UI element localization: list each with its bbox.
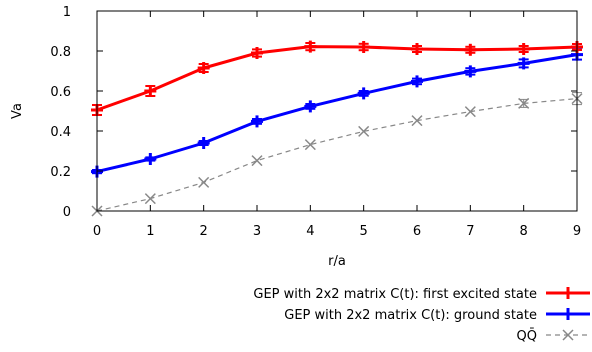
data-point <box>358 125 370 137</box>
x-axis-label: r/a <box>328 254 346 269</box>
series-line <box>96 53 578 174</box>
data-point <box>304 139 316 151</box>
legend-swatch-marker <box>562 329 574 341</box>
series-0 <box>91 40 583 116</box>
data-point <box>464 106 476 118</box>
y-tick-label: 0.2 <box>50 165 71 180</box>
x-tick-label: 6 <box>413 224 421 239</box>
data-point <box>198 176 210 188</box>
x-tick-label: 0 <box>93 224 101 239</box>
data-point <box>518 97 530 109</box>
legend-label-qqbar: QQ̄ <box>517 329 537 344</box>
legend: GEP with 2x2 matrix C(t): first excited … <box>253 287 590 344</box>
series-line <box>96 98 578 212</box>
y-tick-label: 0.4 <box>50 125 71 140</box>
axes-layer: 0 1 2 3 4 5 6 7 8 9 0 0.2 0.4 0.6 0.8 1 <box>50 5 581 239</box>
plot-frame <box>96 10 578 212</box>
data-point <box>144 193 156 205</box>
legend-label-first-excited: GEP with 2x2 matrix C(t): first excited … <box>253 287 537 302</box>
x-tick-label: 5 <box>360 224 368 239</box>
x-tick-label: 3 <box>253 224 261 239</box>
y-tick-label: 0 <box>63 205 71 220</box>
series-line <box>96 45 578 112</box>
legend-label-ground: GEP with 2x2 matrix C(t): ground state <box>284 308 537 323</box>
data-point <box>251 155 263 167</box>
data-point <box>411 115 423 127</box>
x-tick-label: 8 <box>520 224 528 239</box>
x-tick-label: 4 <box>306 224 314 239</box>
x-tick-label: 7 <box>466 224 474 239</box>
y-tick-label: 1 <box>63 5 71 20</box>
y-tick-label: 0.8 <box>50 45 71 60</box>
x-tick-label: 1 <box>146 224 154 239</box>
series-1 <box>91 48 583 178</box>
x-tick-label: 9 <box>573 224 581 239</box>
y-tick-label: 0.6 <box>50 85 71 100</box>
y-axis-label: Va <box>10 103 25 119</box>
series-layer <box>91 40 583 217</box>
x-tick-label: 2 <box>200 224 208 239</box>
